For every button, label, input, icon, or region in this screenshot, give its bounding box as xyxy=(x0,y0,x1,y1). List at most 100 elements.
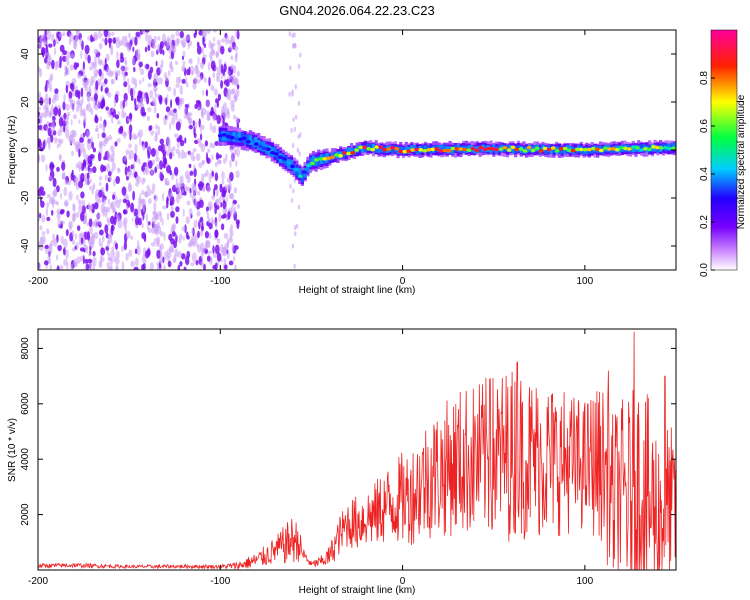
heatmap-noise-cell xyxy=(294,84,297,90)
heatmap-noise-cell xyxy=(220,223,225,231)
heatmap-noise-cell xyxy=(148,188,152,197)
heatmap-noise-cell xyxy=(136,245,141,256)
heatmap-signal-peak xyxy=(394,147,400,151)
heatmap-noise-cell xyxy=(203,186,206,192)
heatmap-noise-cell xyxy=(98,42,103,50)
heatmap-noise-cell xyxy=(99,254,103,264)
heatmap-noise-cell xyxy=(54,88,59,94)
heatmap-noise-cell xyxy=(147,44,151,52)
heatmap-noise-cell xyxy=(212,252,218,258)
heatmap-signal-peak xyxy=(643,147,648,151)
heatmap-signal-peak xyxy=(274,152,279,156)
heatmap-noise-cell xyxy=(183,266,187,270)
heatmap-noise-cell xyxy=(226,91,229,100)
heatmap-noise-cell xyxy=(65,84,69,94)
heatmap-signal-peak xyxy=(454,147,460,151)
heatmap-noise-cell xyxy=(164,157,168,165)
heatmap-noise-cell xyxy=(235,170,240,179)
heatmap-noise-cell xyxy=(221,179,225,185)
heatmap-noise-cell xyxy=(172,223,177,231)
heatmap-noise-cell xyxy=(220,243,224,253)
heatmap-noise-cell xyxy=(100,203,106,214)
heatmap-signal-peak xyxy=(546,147,552,152)
heatmap-noise-cell xyxy=(178,234,183,241)
heatmap-signal-peak xyxy=(550,146,556,150)
heatmap-noise-cell xyxy=(57,129,62,137)
heatmap-noise-cell xyxy=(107,153,112,163)
heatmap-noise-cell xyxy=(179,261,183,267)
heatmap-signal-cell xyxy=(563,147,567,155)
heatmap-noise-cell xyxy=(45,125,49,131)
heatmap-signal-peak xyxy=(237,137,243,142)
heatmap-noise-cell xyxy=(220,258,223,263)
heatmap-noise-cell xyxy=(165,76,169,82)
heatmap-signal-cell xyxy=(243,135,247,145)
heatmap-noise-cell xyxy=(74,233,77,240)
heatmap-noise-cell xyxy=(46,202,50,208)
heatmap-signal-peak xyxy=(354,148,359,152)
heatmap-signal-peak xyxy=(450,146,456,151)
colorbar-tick-label: 0.4 xyxy=(699,167,710,181)
heatmap-noise-cell xyxy=(58,108,61,118)
heatmap-signal-peak xyxy=(334,153,339,157)
heatmap-noise-cell xyxy=(94,72,98,78)
heatmap-noise-cell xyxy=(179,85,184,96)
heatmap-noise-cell xyxy=(92,256,97,267)
heatmap-noise-cell xyxy=(123,112,127,118)
heatmap-noise-cell xyxy=(214,262,218,270)
heatmap-noise-cell xyxy=(88,168,93,174)
heatmap-noise-cell xyxy=(51,33,55,42)
heatmap-noise-cell xyxy=(206,116,211,121)
heatmap-noise-cell xyxy=(151,39,157,45)
heatmap-noise-cell xyxy=(142,143,146,151)
heatmap-signal-peak xyxy=(430,147,436,152)
heatmap-noise-cell xyxy=(165,106,171,113)
heatmap-noise-cell xyxy=(192,148,197,153)
spectrogram-y-label: Frequency (Hz) xyxy=(7,116,18,185)
heatmap-signal-peak xyxy=(286,160,291,165)
heatmap-noise-cell xyxy=(104,224,109,234)
heatmap-noise-cell xyxy=(39,186,44,192)
heatmap-noise-cell xyxy=(138,91,143,97)
heatmap-noise-cell xyxy=(231,75,235,83)
heatmap-noise-cell xyxy=(93,99,97,109)
heatmap-noise-cell xyxy=(100,33,103,38)
heatmap-signal-peak xyxy=(241,136,247,140)
heatmap-noise-cell xyxy=(168,233,173,241)
heatmap-noise-cell xyxy=(233,114,237,120)
heatmap-noise-cell xyxy=(196,106,201,111)
heatmap-noise-cell xyxy=(207,148,211,153)
heatmap-noise-cell xyxy=(209,204,212,210)
heatmap-signal-cell xyxy=(292,164,296,174)
heatmap-signal-peak xyxy=(442,148,448,153)
heatmap-noise-cell xyxy=(208,173,212,184)
heatmap-noise-cell xyxy=(149,125,153,131)
heatmap-noise-cell xyxy=(112,37,117,44)
heatmap-noise-cell xyxy=(95,49,99,54)
heatmap-noise-cell xyxy=(143,94,147,103)
heatmap-noise-cell xyxy=(120,245,125,252)
heatmap-noise-cell xyxy=(80,142,85,153)
heatmap-noise-cell xyxy=(84,258,89,264)
heatmap-signal-cell xyxy=(566,144,570,152)
heatmap-noise-cell xyxy=(203,43,206,48)
heatmap-noise-cell xyxy=(170,210,175,218)
heatmap-signal-peak xyxy=(330,155,335,160)
heatmap-signal-cell xyxy=(289,159,294,170)
heatmap-noise-cell xyxy=(175,148,180,154)
heatmap-noise-cell xyxy=(175,216,179,224)
heatmap-noise-cell xyxy=(293,263,296,269)
heatmap-noise-cell xyxy=(197,56,200,66)
heatmap-noise-cell xyxy=(75,176,78,187)
heatmap-noise-cell xyxy=(209,257,213,263)
heatmap-signal-cell xyxy=(246,134,250,144)
heatmap-noise-cell xyxy=(80,87,84,98)
heatmap-noise-cell xyxy=(209,232,212,240)
heatmap-noise-cell xyxy=(68,91,73,99)
heatmap-noise-cell xyxy=(233,187,238,194)
heatmap-noise-cell xyxy=(106,136,110,142)
heatmap-noise-cell xyxy=(159,259,164,265)
heatmap-noise-cell xyxy=(216,67,220,73)
heatmap-signal-peak xyxy=(382,148,388,152)
heatmap-noise-cell xyxy=(224,184,229,191)
